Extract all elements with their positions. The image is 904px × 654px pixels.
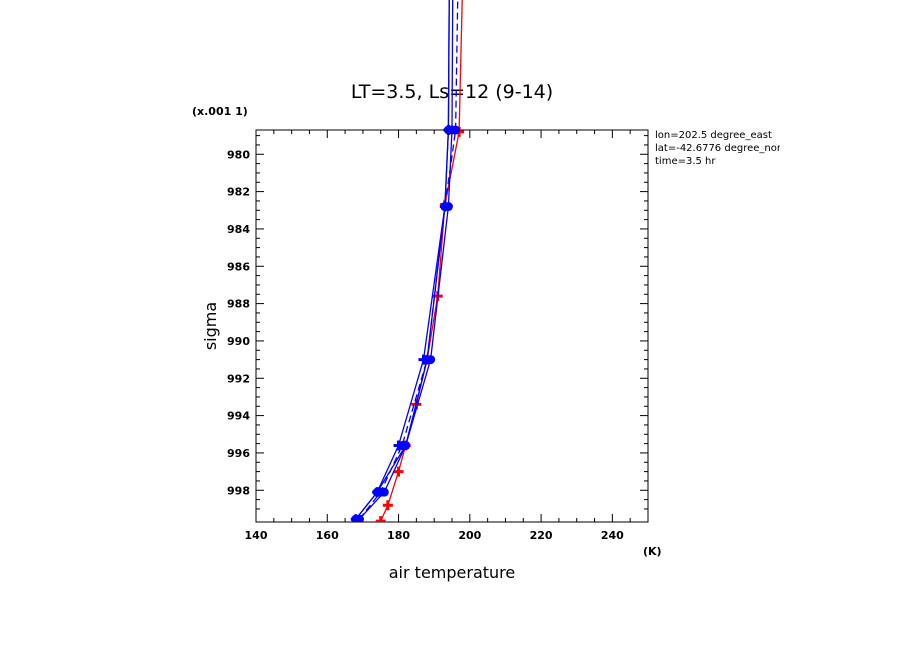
y-tick-label: 982 [227, 186, 250, 199]
data-point-plus [375, 516, 386, 522]
x-tick-label: 220 [530, 529, 553, 542]
data-point-plus [393, 440, 404, 451]
data-point-plus [393, 466, 404, 477]
y-axis-label: sigma [201, 302, 220, 350]
y-unit-label: (x.001 1) [192, 105, 248, 118]
y-tick-label: 998 [227, 484, 250, 497]
y-tick-label: 996 [227, 447, 250, 460]
series-line [380, 0, 463, 522]
y-tick-label: 980 [227, 148, 250, 161]
y-tick-label: 984 [227, 223, 250, 236]
x-tick-label: 200 [458, 529, 481, 542]
info-clip-mask [780, 120, 904, 180]
y-tick-label: 992 [227, 372, 250, 385]
info-line-lon: lon=202.5 degree_east [655, 130, 772, 141]
data-point-plus [439, 201, 450, 212]
data-point-plus [443, 125, 454, 135]
data-point-circle [451, 125, 461, 135]
series-line [358, 0, 459, 520]
x-tick-label: 240 [601, 529, 624, 542]
y-tick-label: 988 [227, 298, 250, 311]
info-line-lat: lat=-42.6776 degree_north [655, 143, 791, 154]
y-tick-label: 994 [227, 410, 250, 423]
data-point-plus [418, 354, 429, 365]
x-tick-label: 140 [245, 529, 268, 542]
info-line-time: time=3.5 hr [655, 156, 716, 167]
data-point-plus [382, 500, 393, 511]
data-point-plus [350, 514, 361, 522]
x-tick-label: 160 [316, 529, 339, 542]
x-tick-label: 180 [387, 529, 410, 542]
y-tick-label: 990 [227, 335, 250, 348]
x-unit-label: (K) [643, 545, 662, 558]
y-tick-label: 986 [227, 260, 250, 273]
x-axis-label: air temperature [389, 563, 515, 582]
data-point-plus [372, 487, 383, 498]
plot-frame [255, 129, 649, 523]
